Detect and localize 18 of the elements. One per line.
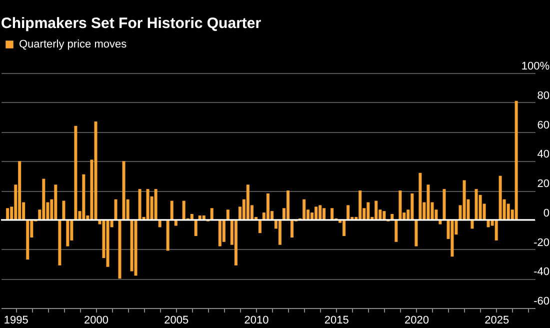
legend-label: Quarterly price moves: [19, 38, 128, 50]
y-tick-label: 0: [543, 207, 550, 220]
y-tick-label: 100%: [521, 60, 550, 72]
x-tick-label: 2000: [84, 314, 108, 326]
y-tick-label: -60: [534, 296, 550, 308]
y-tick-label: -20: [534, 236, 550, 249]
y-tick-label: 80: [537, 90, 550, 102]
y-tick-label: 20: [537, 178, 550, 190]
x-tick-label: 2010: [244, 314, 269, 326]
x-tick-label: 2005: [164, 314, 189, 326]
y-tick-label: 60: [537, 119, 550, 132]
y-tick-label: 40: [537, 148, 550, 161]
x-tick-label: 2015: [324, 314, 349, 326]
x-tick-label: 1995: [4, 314, 28, 326]
y-tick-label: -40: [534, 266, 550, 278]
chart-title: Chipmakers Set For Historic Quarter: [1, 15, 262, 32]
x-tick-label: 2025: [484, 314, 510, 326]
x-tick-label: 2020: [404, 314, 429, 326]
